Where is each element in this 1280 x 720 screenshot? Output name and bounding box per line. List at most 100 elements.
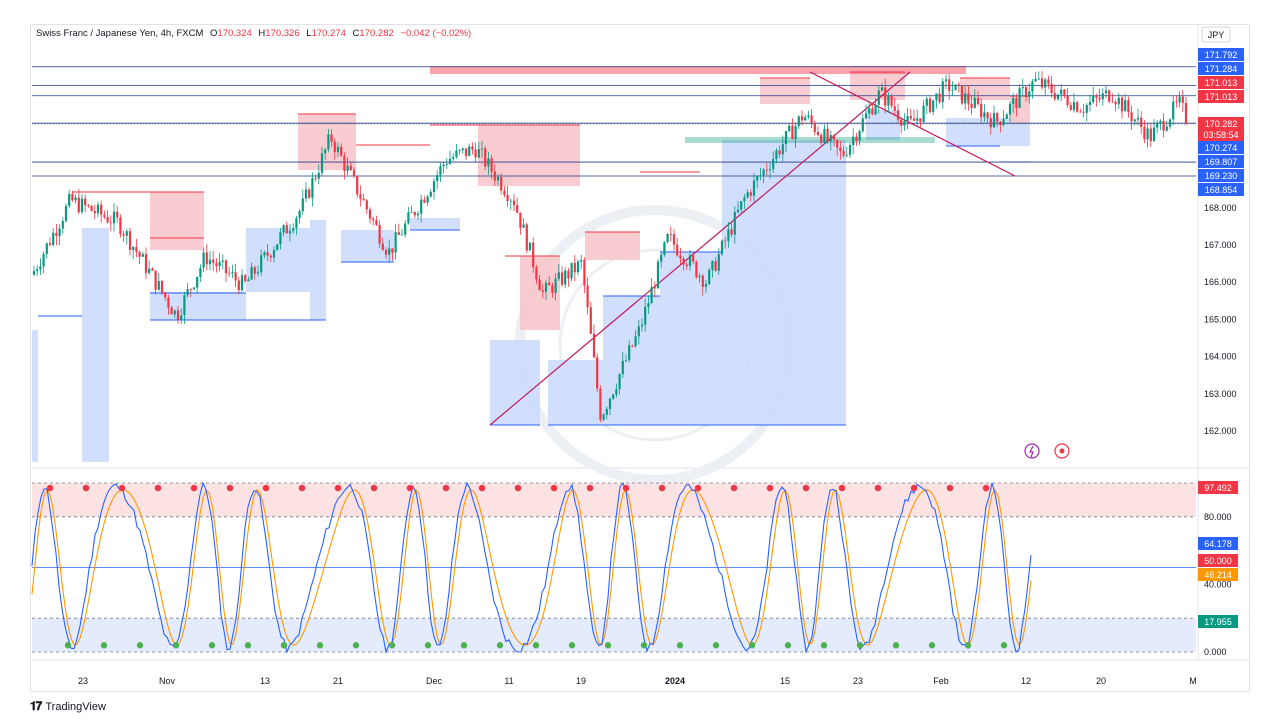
candle-body [381, 243, 384, 250]
support-zone [310, 220, 326, 320]
candle-body [650, 287, 653, 304]
overbought-signal-dot [730, 484, 738, 492]
low-label: L [306, 28, 312, 39]
candle-body [1146, 128, 1149, 140]
time-tick-label: Feb [933, 676, 949, 686]
candle-body [282, 225, 285, 233]
overbought-signal-dot [910, 484, 918, 492]
currency-label[interactable]: JPY [1208, 30, 1225, 40]
price-badge [1198, 141, 1244, 154]
candle-body [276, 244, 279, 251]
candle-body [93, 211, 96, 214]
candle-body [823, 128, 826, 143]
price-badge [1198, 117, 1244, 141]
candle-body [791, 125, 794, 140]
candle-body [471, 146, 474, 150]
candle-body [701, 275, 704, 287]
chart-frame[interactable] [30, 24, 1250, 692]
price-badge-label: 168.854 [1205, 185, 1238, 195]
candle-body [138, 251, 141, 257]
candle-body [352, 170, 356, 177]
candle-body [666, 234, 669, 243]
price-tick-label: 162.000 [1204, 426, 1237, 436]
candle-body [615, 388, 618, 395]
candle-body [304, 189, 308, 199]
candle-body [836, 139, 839, 148]
candle-body [1152, 127, 1156, 142]
candle-body [445, 163, 448, 165]
candle-body [388, 248, 391, 255]
candle-body [39, 266, 42, 270]
support-zone [603, 296, 660, 425]
stoch-tick-label: 80.000 [1204, 512, 1232, 522]
price-badge-label: 171.284 [1205, 64, 1238, 74]
currency-button[interactable] [1201, 26, 1231, 43]
candle-body [637, 326, 640, 337]
oversold-signal-dot [100, 642, 108, 649]
resistance-band [430, 66, 966, 74]
candle-body [653, 287, 656, 289]
symbol-title[interactable]: Swiss Franc / Japanese Yen, 4h, FXCM [36, 28, 204, 39]
brand-label[interactable]: TradingView [45, 700, 106, 713]
candle-body [87, 205, 90, 207]
candle-body [602, 414, 605, 420]
price-badge-label: 170.282 [1205, 119, 1238, 129]
close-value: 170.282 [359, 28, 394, 39]
candle-body [1069, 105, 1072, 110]
candle-body [128, 231, 132, 250]
candle-body [279, 232, 282, 245]
oversold-signal-dot [172, 642, 180, 649]
candle-body [935, 93, 938, 101]
open-label: O [210, 28, 218, 39]
candle-body [906, 115, 909, 121]
candle-body [157, 280, 160, 290]
target-icon[interactable] [1054, 443, 1070, 459]
candle-body [288, 230, 292, 234]
overbought-signal-dot [118, 484, 126, 492]
candle-body [1111, 101, 1114, 103]
oversold-signal-dot [352, 642, 360, 649]
lightning-icon[interactable] [1024, 443, 1040, 459]
time-tick-label: 2024 [665, 676, 685, 686]
stoch-d-line [31, 488, 1032, 647]
tradingview-logo-icon[interactable]: 𝟏𝟕 [30, 699, 42, 713]
support-zone [490, 340, 540, 425]
candle-body [608, 398, 612, 409]
candle-body [45, 243, 48, 255]
candle-body [234, 272, 237, 281]
oversold-signal-dot [532, 642, 540, 649]
price-badge [1198, 48, 1244, 61]
overbought-signal-dot [694, 484, 702, 492]
change-value: −0.042 (−0.02%) [400, 28, 472, 39]
candle-body [647, 303, 650, 307]
stoch-k-line [31, 481, 1032, 654]
candle-body [580, 260, 583, 262]
candle-body [932, 100, 935, 112]
candle-body [1172, 101, 1175, 120]
candle-body [612, 394, 615, 399]
candle-body [944, 79, 948, 82]
candle-body [439, 166, 442, 176]
candle-body [877, 90, 880, 105]
candle-body [391, 248, 394, 253]
candle-body [429, 191, 432, 197]
candle-body [717, 254, 720, 271]
candle-body [528, 242, 532, 251]
candle-body [183, 295, 186, 316]
price-badge-label: 171.792 [1205, 50, 1238, 60]
oversold-signal-dot [676, 642, 684, 649]
price-badge [1198, 90, 1244, 103]
candle-body [797, 116, 800, 127]
candle-body [311, 178, 314, 198]
candle-body [621, 360, 624, 375]
candle-body [55, 232, 58, 237]
candle-body [541, 290, 544, 292]
candle-body [500, 177, 503, 191]
candle-body [839, 147, 842, 151]
candle-body [231, 272, 234, 274]
candle-body [890, 95, 893, 107]
candle-body [781, 144, 784, 155]
candle-body [688, 255, 692, 267]
candle-body [522, 224, 525, 228]
